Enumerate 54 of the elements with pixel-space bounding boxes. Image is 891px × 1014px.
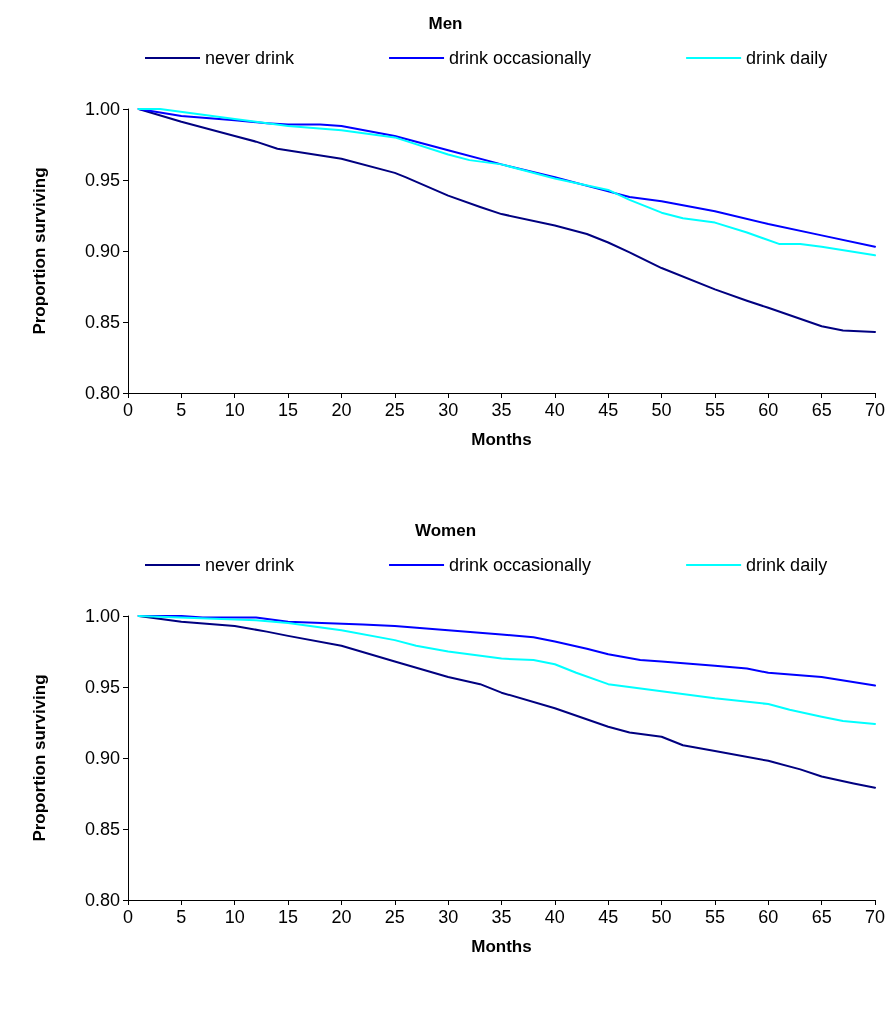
x-tick-label: 45 (598, 400, 619, 420)
x-tick-label: 15 (278, 907, 299, 927)
x-tick-label: 25 (384, 400, 405, 420)
y-tick-label: 0.95 (84, 170, 120, 190)
y-tick-label: 0.95 (84, 677, 120, 697)
y-tick-label: 1.00 (84, 606, 120, 626)
y-tick-label: 0.80 (84, 890, 120, 910)
chart-title: Women (414, 521, 477, 540)
y-tick-label: 0.80 (84, 383, 120, 403)
x-tick-label: 10 (224, 400, 245, 420)
y-tick-label: 0.90 (84, 748, 120, 768)
x-tick-label: 40 (544, 907, 565, 927)
x-axis-title: Months (471, 937, 532, 956)
x-tick-label: 35 (491, 400, 512, 420)
x-tick-label: 0 (122, 907, 134, 927)
y-tick-label: 0.85 (84, 819, 120, 839)
x-tick-label: 70 (864, 907, 886, 927)
chart-title: Men (428, 14, 463, 33)
legend-label: drink daily (746, 48, 828, 68)
y-axis-title: Proportion surviving (30, 674, 49, 842)
x-tick-label: 65 (811, 400, 832, 420)
x-tick-label: 10 (224, 907, 245, 927)
line-series (137, 108, 876, 333)
x-tick-label: 55 (704, 400, 725, 420)
x-tick-label: 40 (544, 400, 565, 420)
legend-label: never drink (205, 555, 296, 575)
x-tick-label: 45 (598, 907, 619, 927)
x-tick-label: 0 (122, 400, 134, 420)
x-tick-label: 50 (651, 400, 672, 420)
y-tick-label: 0.90 (84, 241, 120, 261)
x-axis-title: Months (471, 430, 532, 449)
x-tick-label: 60 (758, 400, 779, 420)
x-tick-label: 60 (758, 907, 779, 927)
y-tick-label: 0.85 (84, 312, 120, 332)
x-tick-label: 20 (331, 400, 352, 420)
legend-label: never drink (205, 48, 296, 68)
x-tick-label: 15 (278, 400, 299, 420)
x-tick-label: 35 (491, 907, 512, 927)
x-tick-label: 55 (704, 907, 725, 927)
legend-label: drink daily (746, 555, 828, 575)
x-tick-label: 70 (864, 400, 886, 420)
x-tick-label: 5 (176, 907, 187, 927)
line-series (137, 615, 876, 725)
x-tick-label: 50 (651, 907, 672, 927)
x-tick-label: 25 (384, 907, 405, 927)
y-axis-title: Proportion surviving (30, 167, 49, 335)
x-tick-label: 65 (811, 907, 832, 927)
y-tick-label: 1.00 (84, 99, 120, 119)
x-tick-label: 30 (438, 907, 459, 927)
x-tick-label: 30 (438, 400, 459, 420)
x-tick-label: 20 (331, 907, 352, 927)
legend-label: drink occasionally (449, 48, 592, 68)
legend-label: drink occasionally (449, 555, 592, 575)
x-tick-label: 5 (176, 400, 187, 420)
